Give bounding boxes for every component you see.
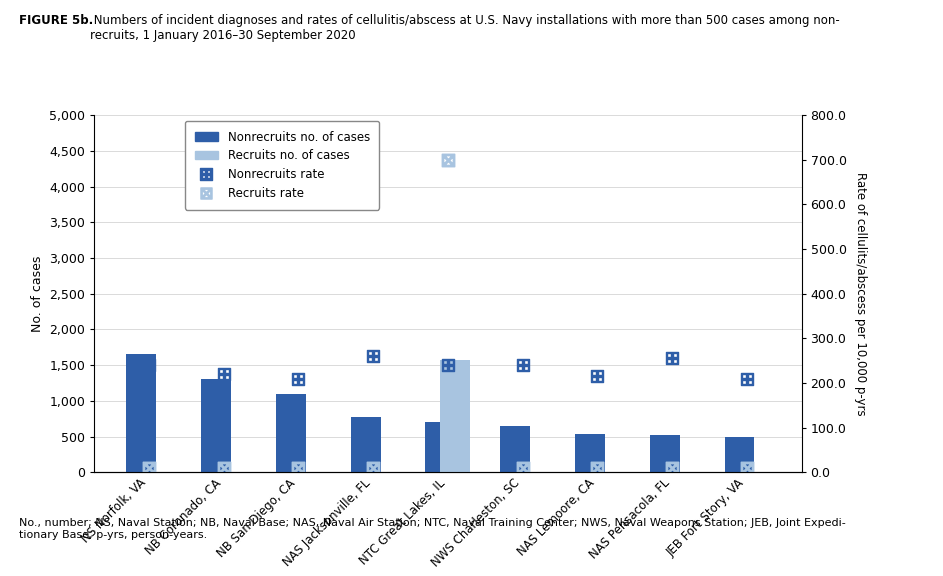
Bar xyxy=(276,394,306,472)
Y-axis label: No. of cases: No. of cases xyxy=(31,256,43,332)
Text: FIGURE 5b.: FIGURE 5b. xyxy=(19,14,93,28)
Bar xyxy=(440,360,471,472)
Bar xyxy=(650,435,680,472)
Text: Numbers of incident diagnoses and rates of cellulitis/abscess at U.S. Navy insta: Numbers of incident diagnoses and rates … xyxy=(90,14,839,43)
Bar xyxy=(425,422,455,472)
Bar xyxy=(201,380,231,472)
Text: No., number; NS, Naval Station; NB, Naval Base; NAS, Naval Air Station; NTC, Nav: No., number; NS, Naval Station; NB, Nava… xyxy=(19,518,846,540)
Y-axis label: Rate of cellulits/abscess per 10,000 p-yrs: Rate of cellulits/abscess per 10,000 p-y… xyxy=(854,172,868,415)
Bar xyxy=(724,437,754,472)
Bar xyxy=(575,434,604,472)
Bar xyxy=(351,416,381,472)
Legend: Nonrecruits no. of cases, Recruits no. of cases, Nonrecruits rate, Recruits rate: Nonrecruits no. of cases, Recruits no. o… xyxy=(185,121,379,210)
Bar xyxy=(500,426,530,472)
Bar xyxy=(126,354,157,472)
